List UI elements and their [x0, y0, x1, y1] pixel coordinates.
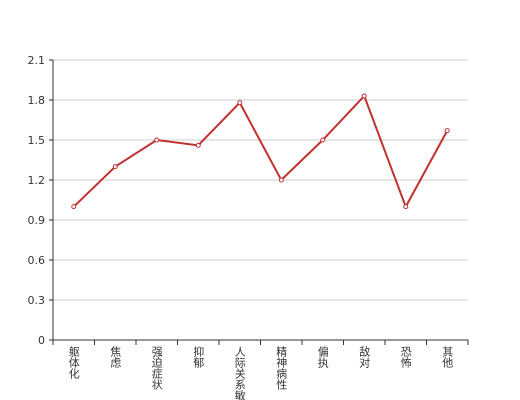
x-tick-label: 精神病性	[275, 346, 288, 391]
x-tick-label: 躯体化	[67, 346, 80, 380]
point	[71, 204, 77, 210]
x-tick-label: 偏执	[316, 345, 329, 369]
y-tick-label: 1.8	[28, 94, 46, 107]
point	[278, 177, 284, 183]
y-tick-label: 1.5	[28, 134, 46, 147]
point	[320, 137, 326, 143]
x-tick-label: 人际关系敏感	[233, 346, 246, 400]
point	[237, 100, 243, 106]
point	[154, 137, 160, 143]
y-tick-label: 2.1	[28, 54, 46, 67]
x-tick-label: 焦虑	[109, 346, 122, 368]
y-tick-label: 0	[38, 334, 45, 347]
point	[112, 164, 118, 170]
x-tick-label: 恐怖	[399, 346, 412, 368]
x-tick-label: 其他	[441, 346, 454, 368]
point	[361, 93, 367, 99]
point	[444, 128, 450, 134]
x-tick-label: 敌对	[358, 345, 371, 368]
x-tick-label: 抑郁	[192, 345, 205, 368]
y-tick-label: 0.3	[28, 294, 46, 307]
line	[73, 94, 449, 210]
y-tick-label: 0.9	[28, 214, 46, 227]
y-tick-label: 0.6	[28, 254, 46, 267]
y-tick-label: 1.2	[28, 174, 46, 187]
x-tick-label: 强迫症状	[150, 346, 163, 390]
point	[195, 142, 201, 148]
point	[403, 204, 409, 210]
